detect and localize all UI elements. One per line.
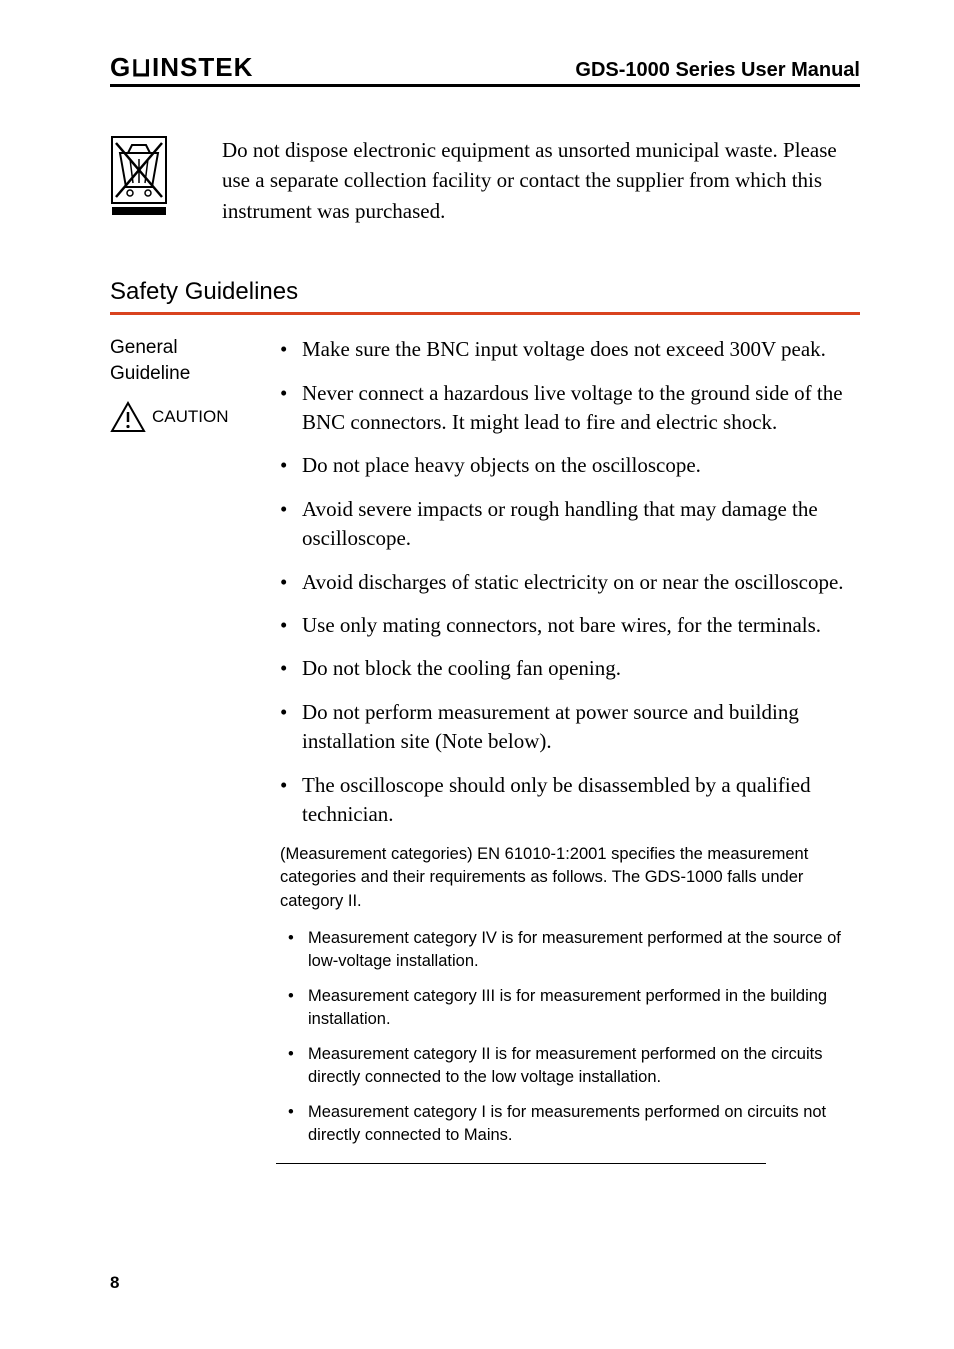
guideline-right-column: Make sure the BNC input voltage does not… <box>276 335 860 1159</box>
sub-bullet-item: Measurement category IV is for measureme… <box>276 927 860 973</box>
bullet-item: Do not perform measurement at power sour… <box>276 698 860 757</box>
caution-label: CAUTION <box>152 407 229 427</box>
weee-section: Do not dispose electronic equipment as u… <box>110 135 860 226</box>
guideline-label: General Guideline <box>110 335 260 386</box>
sub-bullet-item: Measurement category II is for measureme… <box>276 1043 860 1089</box>
bottom-rule <box>276 1163 766 1164</box>
bullet-item: Do not place heavy objects on the oscill… <box>276 451 860 480</box>
guideline-left-column: General Guideline CAUTION <box>110 335 260 432</box>
page-number: 8 <box>110 1273 119 1293</box>
svg-text:G: G <box>110 52 130 82</box>
caution-badge: CAUTION <box>110 401 260 433</box>
bullet-item: Use only mating connectors, not bare wir… <box>276 611 860 640</box>
sub-bullet-list: Measurement category IV is for measureme… <box>276 927 860 1148</box>
section-heading: Safety Guidelines <box>110 278 860 315</box>
weee-text: Do not dispose electronic equipment as u… <box>222 135 860 226</box>
bullet-item: Make sure the BNC input voltage does not… <box>276 335 860 364</box>
measurement-note: (Measurement categories) EN 61010-1:2001… <box>276 843 860 912</box>
bullet-item: The oscilloscope should only be disassem… <box>276 771 860 830</box>
bullet-item: Avoid discharges of static electricity o… <box>276 568 860 597</box>
weee-icon <box>110 135 190 222</box>
caution-icon <box>110 401 146 433</box>
page-header: G ⊔ INSTEK GDS-1000 Series User Manual <box>110 52 860 87</box>
guideline-block: General Guideline CAUTION Make sure the … <box>110 335 860 1159</box>
brand-logo: G ⊔ INSTEK <box>110 52 280 82</box>
svg-text:⊔: ⊔ <box>131 52 152 82</box>
logo-svg: G ⊔ INSTEK <box>110 52 280 82</box>
sub-bullet-item: Measurement category I is for measuremen… <box>276 1101 860 1147</box>
svg-text:INSTEK: INSTEK <box>152 52 253 82</box>
bullet-item: Avoid severe impacts or rough handling t… <box>276 495 860 554</box>
document-title: GDS-1000 Series User Manual <box>575 59 860 82</box>
bullet-item: Do not block the cooling fan opening. <box>276 654 860 683</box>
main-bullet-list: Make sure the BNC input voltage does not… <box>276 335 860 829</box>
bullet-item: Never connect a hazardous live voltage t… <box>276 379 860 438</box>
sub-bullet-item: Measurement category III is for measurem… <box>276 985 860 1031</box>
